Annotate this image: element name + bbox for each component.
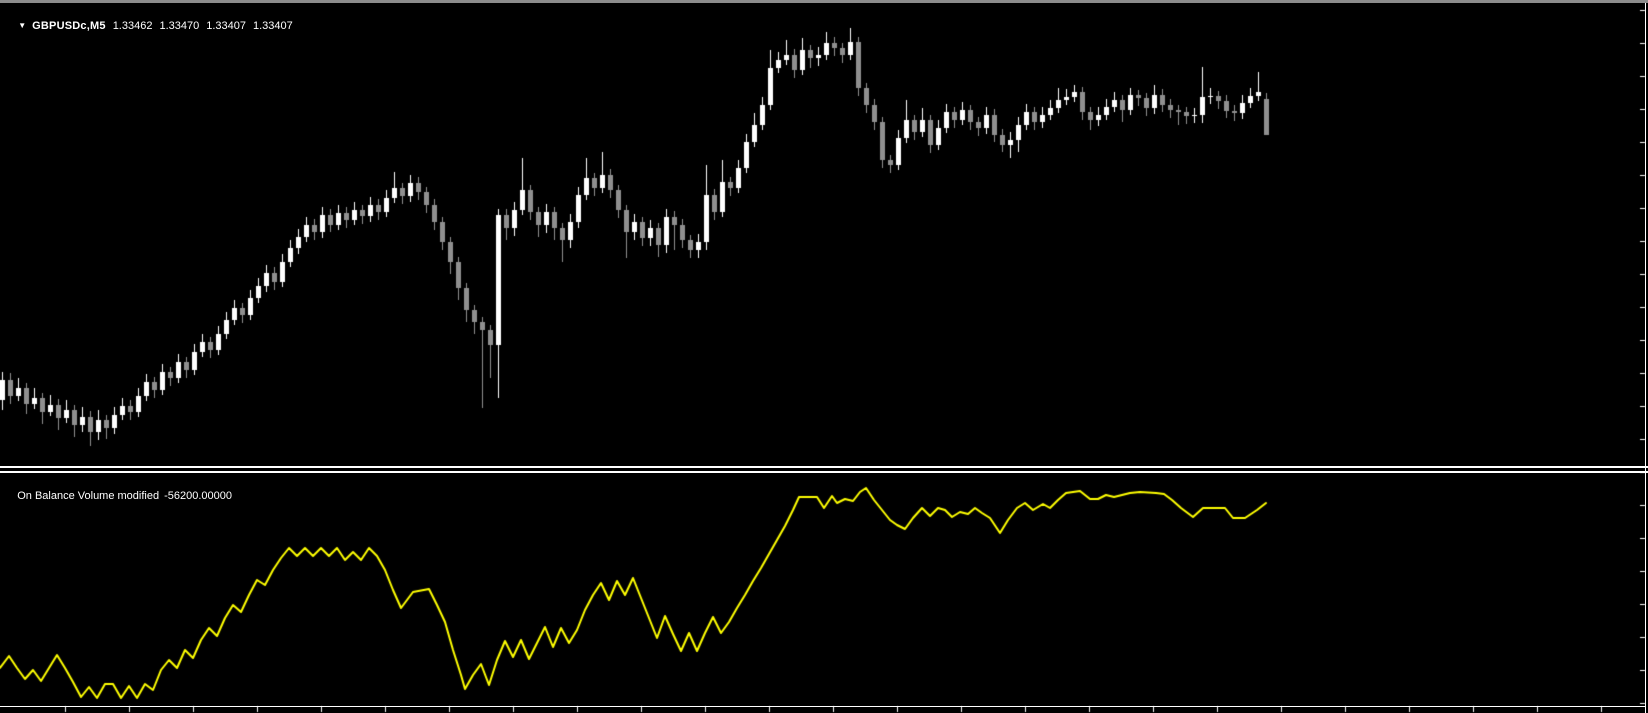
symbol-header: ▼ GBPUSDc,M5 1.33462 1.33470 1.33407 1.33407 (6, 6, 293, 46)
ohlc-low: 1.33407 (206, 20, 246, 32)
indicator-name: On Balance Volume modified (17, 490, 160, 502)
panel-separator[interactable] (0, 466, 1648, 473)
symbol-dropdown-icon[interactable]: ▼ (18, 21, 27, 30)
time-axis[interactable] (0, 706, 1645, 707)
price-axis[interactable] (1645, 3, 1646, 713)
symbol-name: GBPUSDc,M5 (32, 20, 106, 32)
separator-line-top (0, 466, 1648, 468)
window-top-border (0, 0, 1648, 3)
ohlc-close: 1.33407 (252, 20, 293, 32)
indicator-label: On Balance Volume modified -56200.00000 (5, 477, 232, 516)
separator-line-bottom (0, 471, 1648, 473)
ohlc-high: 1.33470 (159, 20, 200, 32)
ohlc-open: 1.33462 (112, 20, 153, 32)
indicator-value: -56200.00000 (164, 490, 233, 502)
